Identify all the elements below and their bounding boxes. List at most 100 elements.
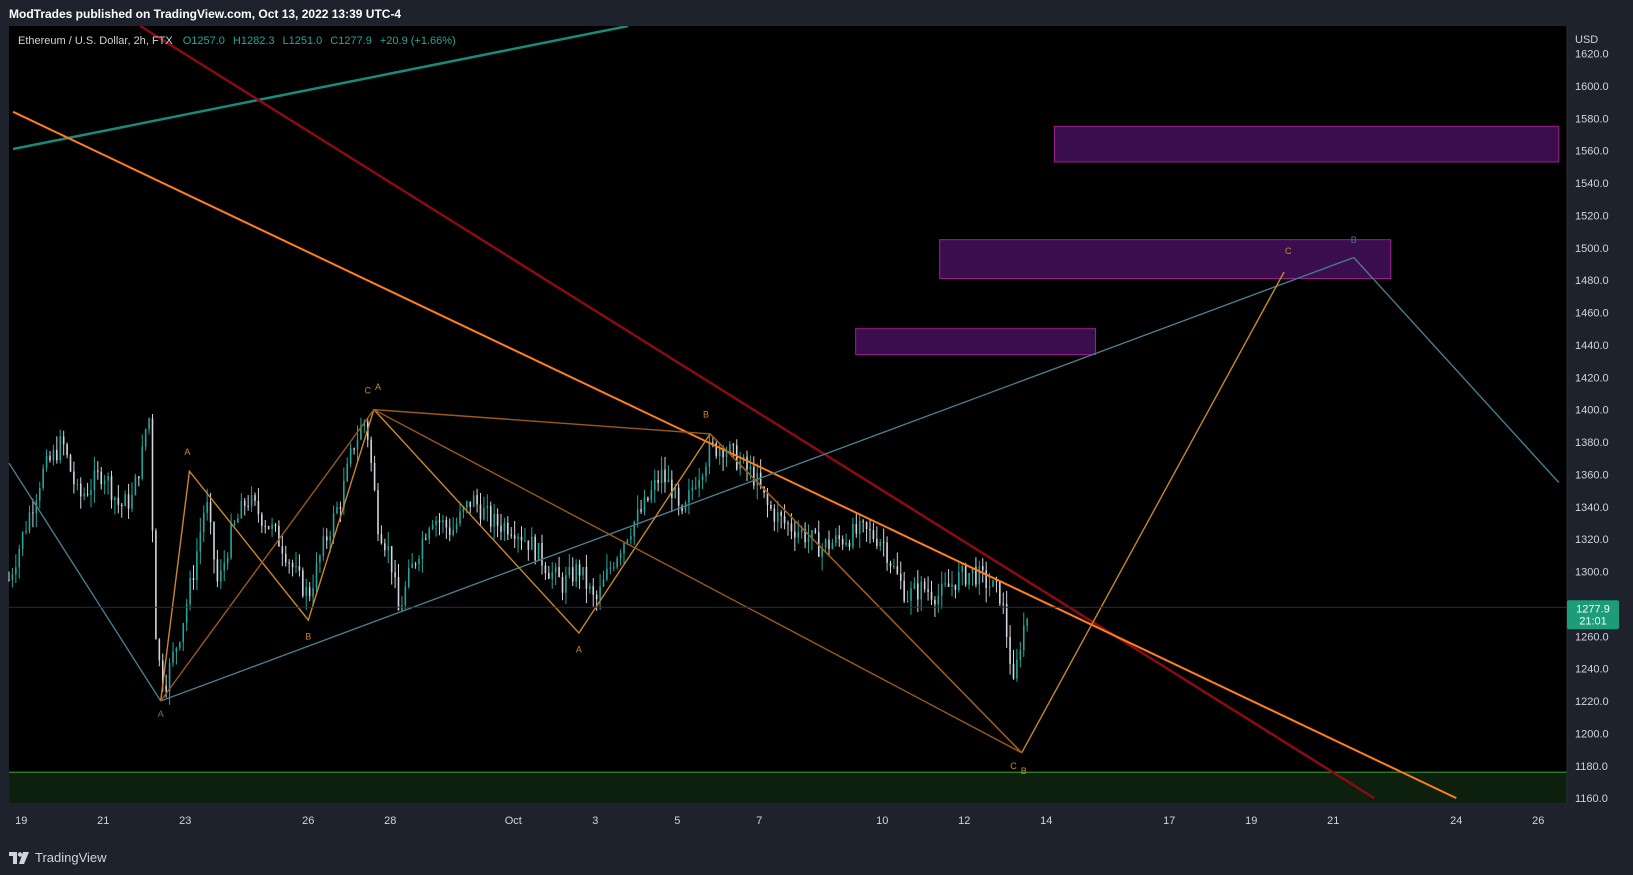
candle-body [804,529,806,543]
wave-label-3: C [365,385,372,395]
candle-body [240,500,243,519]
candle-body [151,418,154,531]
candle-body [903,580,905,602]
y-tick-label: 1380.0 [1575,437,1609,449]
candle-body [59,436,62,461]
candle-body [650,490,653,501]
candle-body [968,572,970,585]
y-tick-label: 1480.0 [1575,275,1609,287]
candle-body [981,566,984,571]
candle-body [1002,603,1005,605]
y-tick-label: 1340.0 [1575,502,1609,514]
candle-body [923,581,926,590]
candle-body [944,583,946,585]
y-tick-label: 1320.0 [1575,534,1609,546]
candle-body [243,500,246,506]
candle-body [134,476,137,496]
candle-body [305,587,308,596]
candle-body [507,522,509,535]
candle-body [69,455,72,472]
candle-body [995,580,998,582]
candle-body [872,530,875,540]
candle-body [472,495,475,507]
y-tick-label: 1420.0 [1575,372,1609,384]
candle-body [459,511,461,524]
purple-zone-2 [939,239,1392,280]
candle-body [780,512,782,516]
candle-body [787,523,789,525]
candle-body [828,539,830,549]
candle-body [927,589,929,592]
interval-label: 2h [134,35,146,47]
x-tick-label: 7 [756,815,762,827]
candle-body [524,540,526,542]
candle-body [951,584,953,587]
candle-body [141,446,144,479]
candle-body [876,539,878,547]
support-zone-layer [9,771,1567,803]
candle-body [257,500,260,515]
candle-body [807,538,810,543]
candle-body [175,647,178,652]
candle-body [271,524,273,529]
candle-body [339,507,342,509]
exchange-label: FTX [152,35,173,47]
candle-body [466,501,468,508]
candle-body [602,579,605,587]
candle-body [284,553,287,563]
price-axis[interactable] [1567,26,1633,840]
trendline-orange [12,110,1457,800]
candle-body [623,542,625,554]
ohlc-high: H1282.3 [233,35,275,47]
candle-body [179,642,181,648]
candle-body [626,539,629,543]
candle-body [537,543,540,561]
candle-body [62,436,65,445]
candle-body [15,567,17,575]
candle-body [209,502,212,523]
candle-body [25,530,27,533]
candle-body [237,518,239,523]
candle-body [407,568,410,587]
candle-body [93,470,96,491]
candle-body [476,495,478,505]
candle-body [411,563,413,569]
candle-body [698,479,700,488]
last-price-countdown: 21:01 [1579,615,1607,627]
candle-body [619,553,622,559]
candle-body [681,505,683,512]
candle-body [520,536,523,541]
candle-body [332,513,335,537]
candle-body [975,567,977,585]
candle-body [322,536,325,557]
candle-body [729,444,731,453]
candle-body [708,442,711,467]
candle-body [773,508,776,522]
y-tick-label: 1160.0 [1575,793,1608,805]
ohlc-low: L1251.0 [283,35,323,47]
time-axis[interactable] [9,803,1567,840]
tradingview-logo[interactable]: TradingView [9,840,107,875]
candle-body [722,448,724,458]
candle-body [56,449,58,461]
candle-body [862,520,864,523]
candle-body [964,566,967,585]
candle-body [356,439,359,450]
candle-body [534,536,536,561]
candle-body [1012,663,1015,679]
candle-body [138,476,140,479]
candle-body [831,542,834,549]
wave-label-4: A [375,382,381,392]
wave-brown-zigzag [160,408,1023,754]
candle-body [1009,636,1011,664]
y-axis-ticks: 1620.0 1600.0 1580.0 1560.0 1540.0 1520.0 1500… [1575,49,1609,806]
candle-body [79,483,82,497]
candle-body [609,567,612,569]
wave-paths-layer [8,257,1560,754]
candle-body [394,572,396,578]
candle-body [319,556,321,563]
candle-body [746,456,748,470]
candle-body [879,541,882,547]
trendline-blue-channel [160,256,1355,702]
